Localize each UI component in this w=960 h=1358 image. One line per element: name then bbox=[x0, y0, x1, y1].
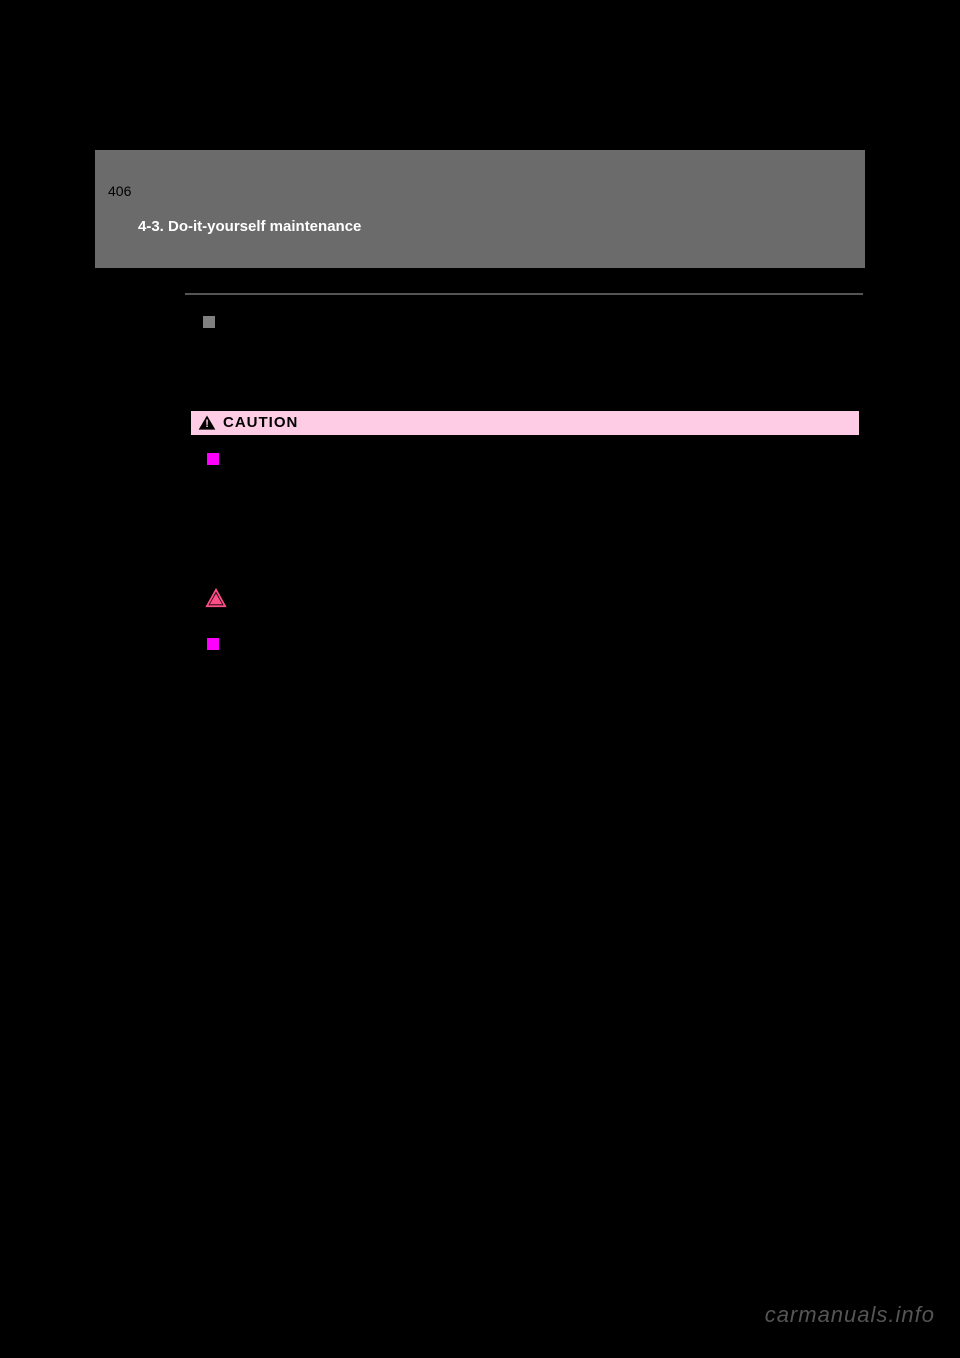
page-number: 406 bbox=[108, 183, 131, 199]
caution-item-line: Failure to do so may cause damage to par… bbox=[226, 496, 856, 541]
caution-item-line: Observe the following precautions to pre… bbox=[226, 474, 856, 496]
info-title-text: If the tread on snow tires wears down be… bbox=[222, 318, 566, 333]
watermark: carmanuals.info bbox=[765, 1302, 935, 1328]
info-body: The effectiveness of the tires as snow t… bbox=[222, 340, 862, 362]
caution-line-2: Do not mix tires of different makes, mod… bbox=[232, 561, 581, 576]
caution-line-1: Failure to do so may cause damage to par… bbox=[226, 500, 845, 537]
warning-triangle-icon: ! bbox=[197, 413, 217, 433]
warning-triangle-icon bbox=[205, 588, 227, 608]
bullet-square-icon bbox=[203, 316, 215, 328]
caution-item-title-text: When inspecting or replacing tires bbox=[226, 455, 422, 470]
svg-text:!: ! bbox=[205, 418, 209, 430]
caution-line-4: Do not use tire sizes other than those r… bbox=[232, 640, 597, 655]
caution-label: CAUTION bbox=[223, 414, 298, 431]
caution-item-title: When inspecting or replacing tires bbox=[226, 451, 856, 473]
caution-item-line: Also, do not mix tires of remarkably dif… bbox=[232, 612, 856, 634]
section-title: 4-3. Do-it-yourself maintenance bbox=[138, 218, 361, 235]
bullet-square-icon bbox=[207, 453, 219, 465]
caution-line-3: Also, do not mix tires of remarkably dif… bbox=[232, 616, 550, 631]
caution-line-0: Observe the following precautions to pre… bbox=[226, 478, 545, 493]
content-divider bbox=[185, 293, 863, 295]
header-band bbox=[95, 150, 865, 268]
info-body-text: The effectiveness of the tires as snow t… bbox=[222, 344, 508, 359]
bullet-square-icon bbox=[207, 638, 219, 650]
info-title: If the tread on snow tires wears down be… bbox=[222, 314, 862, 336]
caution-item-line: Do not use tire sizes other than those r… bbox=[232, 636, 856, 658]
caution-banner: ! CAUTION bbox=[190, 410, 860, 436]
caution-item-line: Do not mix tires of different makes, mod… bbox=[232, 557, 856, 579]
